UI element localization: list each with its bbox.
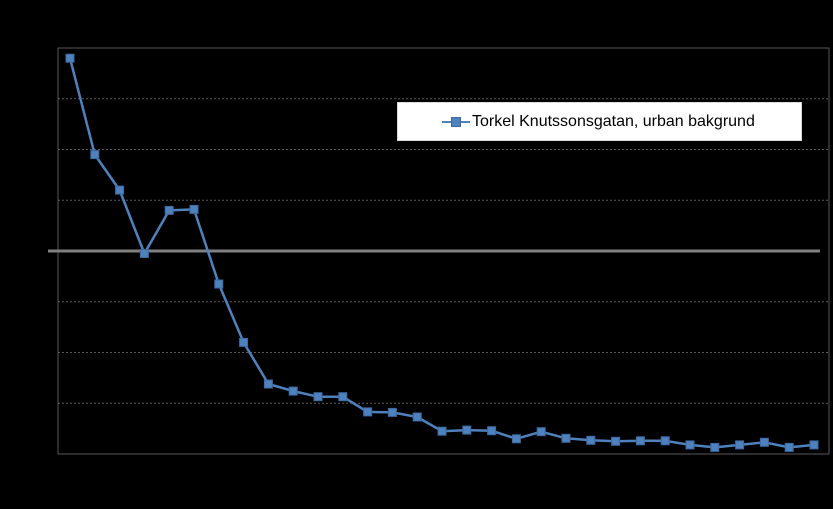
data-point-11 — [338, 392, 348, 402]
data-point-1 — [90, 150, 100, 160]
data-point-20 — [561, 433, 571, 443]
data-point-26 — [710, 442, 720, 452]
data-point-4 — [164, 205, 174, 215]
data-point-10 — [313, 392, 323, 402]
legend: Torkel Knutssonsgatan, urban bakgrund — [397, 102, 802, 141]
data-point-6 — [214, 279, 224, 289]
data-point-18 — [511, 434, 521, 444]
gridlines — [58, 98, 829, 404]
data-point-5 — [189, 204, 199, 214]
data-point-13 — [387, 407, 397, 417]
data-point-15 — [437, 426, 447, 436]
data-point-21 — [586, 435, 596, 445]
data-point-3 — [139, 249, 149, 258]
data-point-19 — [536, 427, 546, 437]
data-point-12 — [363, 407, 373, 417]
data-point-29 — [784, 442, 794, 452]
legend-label: Torkel Knutssonsgatan, urban bakgrund — [472, 112, 755, 130]
legend-line-square-marker-icon — [442, 116, 470, 128]
data-point-14 — [412, 412, 422, 422]
data-point-7 — [239, 337, 249, 347]
data-point-9 — [288, 386, 298, 396]
data-point-30 — [809, 440, 819, 450]
data-point-25 — [685, 440, 695, 450]
data-point-27 — [735, 440, 745, 450]
data-point-22 — [611, 436, 621, 446]
data-point-23 — [635, 436, 645, 446]
data-point-16 — [462, 425, 472, 435]
data-point-8 — [263, 379, 273, 389]
data-point-24 — [660, 436, 670, 446]
series-group — [65, 53, 819, 452]
data-point-2 — [115, 185, 125, 195]
data-point-0 — [65, 53, 75, 63]
data-point-17 — [487, 426, 497, 436]
data-point-28 — [759, 437, 769, 447]
